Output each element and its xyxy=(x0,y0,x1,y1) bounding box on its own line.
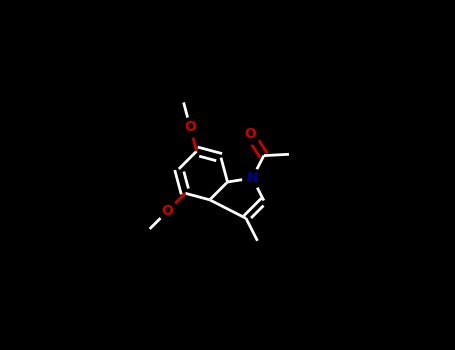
Text: O: O xyxy=(184,120,196,134)
Text: N: N xyxy=(247,171,258,185)
Text: O: O xyxy=(162,204,173,218)
Text: O: O xyxy=(244,127,256,141)
